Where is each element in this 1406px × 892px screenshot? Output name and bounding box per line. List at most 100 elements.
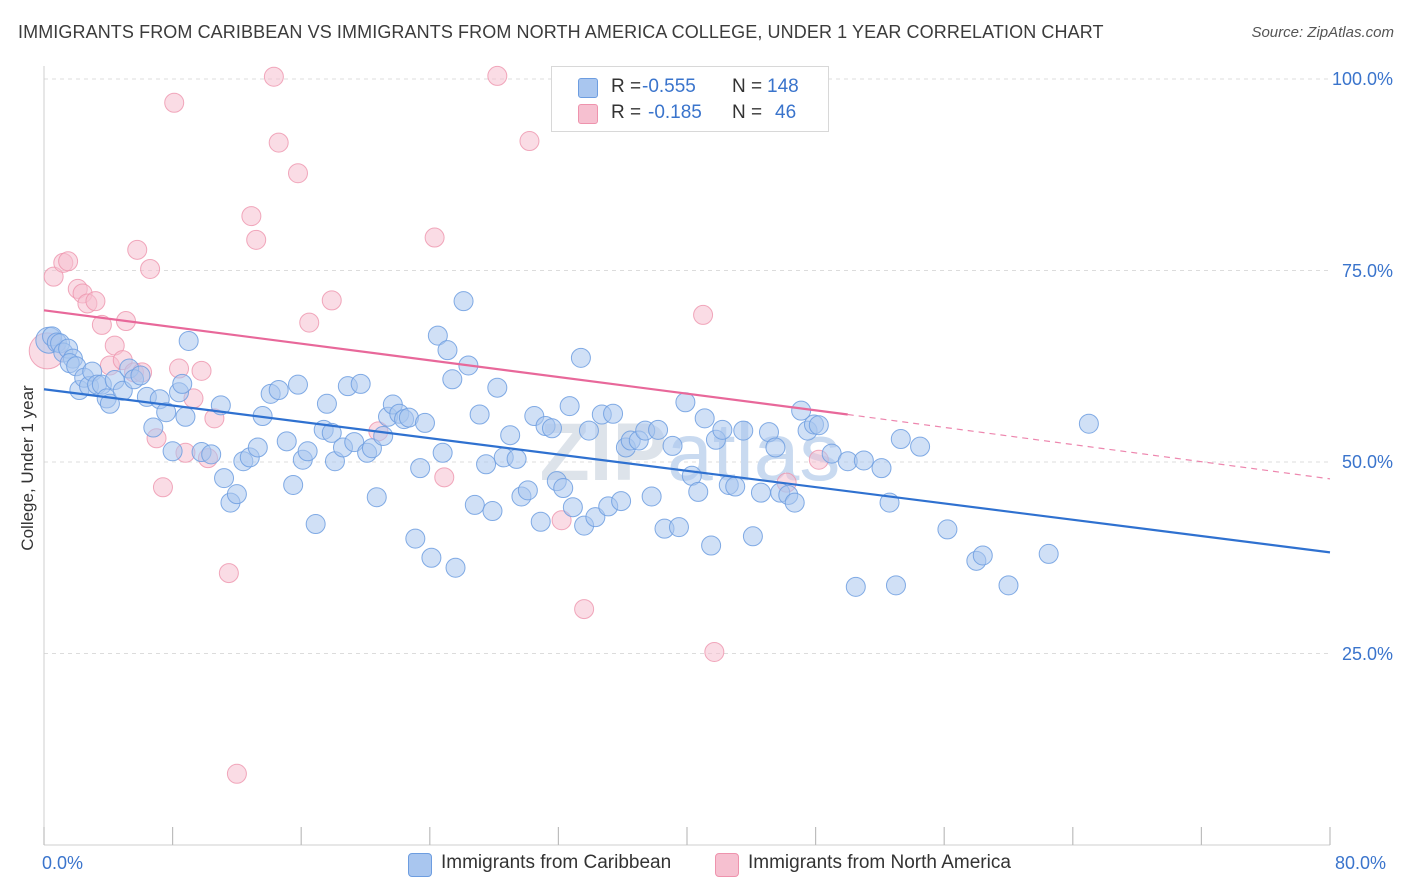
data-point-north-america [693,304,714,325]
data-point-north-america [574,599,595,620]
data-point-caribbean [648,419,669,440]
data-point-north-america [91,314,112,335]
data-point-caribbean [276,431,297,452]
data-point-north-america [226,763,247,784]
caribbean-points [35,291,1099,597]
data-point-caribbean [570,347,591,368]
data-point-caribbean [871,458,892,479]
data-point-caribbean [784,492,805,513]
data-point-north-america [85,291,106,312]
y-tick-label: 50.0% [1341,452,1393,472]
data-point-caribbean [445,557,466,578]
data-point-caribbean [603,403,624,424]
data-point-caribbean [808,415,829,436]
legend-n-label: N = [732,76,763,97]
legend-r-value: -0.555 [642,76,696,97]
data-point-north-america [191,360,212,381]
data-point-caribbean [427,325,448,346]
data-point-caribbean [998,575,1019,596]
y-axis-title: College, Under 1 year [18,385,37,551]
legend-r-value: -0.185 [648,102,702,123]
data-point-caribbean [553,478,574,499]
data-point-caribbean [712,419,733,440]
data-point-north-america [321,290,342,311]
data-point-caribbean [559,396,580,417]
data-point-caribbean [725,476,746,497]
data-point-caribbean [201,444,222,465]
trend-line-north-america [43,309,848,416]
data-point-caribbean [175,406,196,427]
data-point-caribbean [316,393,337,414]
data-point-caribbean [500,425,521,446]
data-point-north-america [268,132,289,153]
data-point-caribbean [453,291,474,312]
data-point-north-america [127,239,148,260]
y-tick-label: 75.0% [1341,260,1393,281]
data-point-caribbean [172,373,193,394]
bottom-legend-caribbean: Immigrants from Caribbean [441,852,672,873]
legend-swatch-caribbean [578,78,598,98]
data-point-caribbean [178,330,199,351]
data-point-north-america [519,131,540,152]
data-point-north-america [246,229,267,250]
bottom-legend-swatch-north-america [715,853,739,877]
data-point-caribbean [821,443,842,464]
data-point-north-america [287,163,308,184]
chart-source: Source: ZipAtlas.com [1251,24,1394,41]
data-point-north-america [424,227,445,248]
data-point-caribbean [853,450,874,471]
data-point-caribbean [214,468,235,489]
data-point-caribbean [156,402,177,423]
y-tick-label: 100.0% [1331,69,1393,89]
data-point-caribbean [578,420,599,441]
data-point-caribbean [937,519,958,540]
data-point-caribbean [688,481,709,502]
data-point-caribbean [476,454,497,475]
bottom-legend-north-america: Immigrants from North America [748,852,1011,873]
data-point-caribbean [972,545,993,566]
data-point-north-america [140,258,161,279]
y-tick-label: 25.0% [1341,643,1393,664]
legend-n-value: 148 [767,76,799,97]
data-point-caribbean [668,517,689,538]
legend-swatch-north-america [578,104,598,124]
data-point-caribbean [733,420,754,441]
data-point-north-america [551,510,572,531]
data-point-caribbean [410,458,431,479]
trend-layer [43,309,1331,554]
data-point-caribbean [890,429,911,450]
data-point-caribbean [432,442,453,463]
data-point-caribbean [283,474,304,495]
data-point-north-america [43,266,64,287]
trend-line-caribbean [43,388,1331,554]
data-point-caribbean [885,575,906,596]
x-tick-label-max: 80.0% [1335,853,1387,873]
axis-layer [43,66,1331,846]
data-point-caribbean [469,404,490,425]
data-point-north-america [241,206,262,227]
data-point-caribbean [487,377,508,398]
data-point-caribbean [910,436,931,457]
data-point-caribbean [344,432,365,453]
data-point-caribbean [611,491,632,512]
data-point-north-america [218,563,239,584]
data-point-caribbean [1078,413,1099,434]
data-point-caribbean [694,408,715,429]
correlation-legend: R = -0.555 N = 148 R = -0.185 N = 46 [551,66,829,132]
data-point-caribbean [641,486,662,507]
data-point-caribbean [162,441,183,462]
data-point-north-america [164,92,185,113]
data-point-caribbean [421,547,442,568]
data-point-caribbean [506,448,527,469]
data-point-caribbean [321,422,342,443]
data-point-caribbean [437,340,458,361]
data-point-caribbean [130,365,151,386]
data-point-caribbean [405,528,426,549]
data-point-caribbean [414,412,435,433]
bottom-legend-swatch-caribbean [408,853,432,877]
x-tick-label-min: 0.0% [42,853,84,873]
data-point-caribbean [226,484,247,505]
data-point-caribbean [541,418,562,439]
data-point-north-america [58,251,79,272]
